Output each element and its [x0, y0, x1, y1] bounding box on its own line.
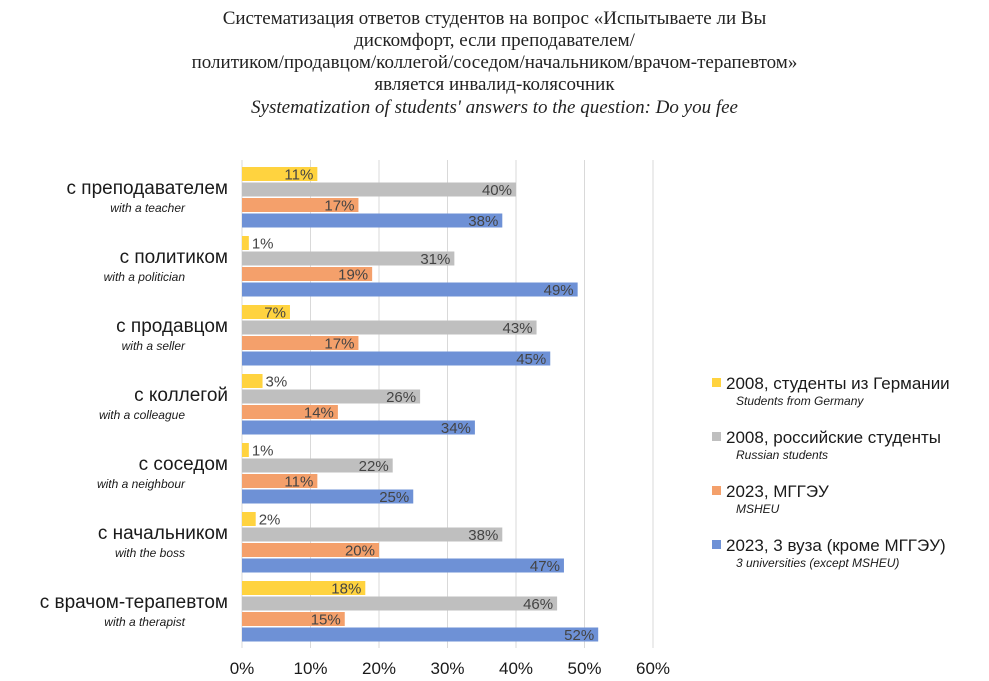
bar [242, 627, 599, 642]
bar-value-label: 2% [259, 512, 281, 529]
legend-label: 2008, студенты из Германии [726, 374, 950, 393]
bar-value-label: 1% [252, 443, 274, 460]
bar [242, 474, 318, 488]
bar [242, 581, 366, 595]
bar [242, 374, 263, 388]
x-tick-label: 60% [636, 659, 670, 678]
legend-label: 2023, 3 вуза (кроме МГГЭУ) [726, 536, 946, 555]
bar [242, 443, 249, 457]
bar-value-label: 49% [544, 282, 574, 299]
legend-swatch [712, 378, 721, 387]
bar [242, 267, 373, 281]
bar-value-label: 22% [359, 458, 389, 475]
legend-swatch [712, 432, 721, 441]
bar [242, 282, 578, 297]
bar-value-label: 25% [379, 489, 409, 506]
title-line-2: дискомфорт, если преподавателем/ [354, 30, 635, 51]
category-label-english: with a teacher [110, 201, 186, 215]
legend-label-english: 3 universities (except MSHEU) [736, 556, 899, 570]
x-tick-label: 30% [430, 659, 464, 678]
bar-value-label: 45% [516, 351, 546, 368]
category-label: с продавцом [116, 316, 228, 337]
bar [242, 389, 421, 404]
title-line-3: политиком/продавцом/коллегой/соседом/нач… [191, 52, 798, 73]
bar [242, 251, 455, 266]
bar [242, 527, 503, 542]
bar [242, 198, 359, 212]
bar [242, 489, 414, 504]
category-label: с врачом-терапевтом [40, 592, 228, 613]
category-label-english: with a politician [104, 270, 186, 284]
bar-value-label: 17% [324, 336, 354, 353]
bar-value-label: 38% [468, 527, 498, 544]
bar-value-label: 11% [284, 474, 313, 491]
bar-value-label: 46% [523, 596, 553, 613]
bar [242, 543, 379, 557]
category-label: с начальником [98, 523, 228, 544]
category-label: с соседом [139, 454, 228, 475]
bar-value-label: 1% [252, 236, 274, 253]
legend-label-english: Russian students [736, 448, 828, 462]
x-tick-label: 0% [230, 659, 255, 678]
bar [242, 458, 393, 473]
title-line-4: является инвалид-колясочник [374, 74, 615, 95]
bar [242, 320, 537, 335]
bar [242, 236, 249, 250]
title-english: Systematization of students' answers to … [251, 97, 738, 118]
bar-value-label: 38% [468, 213, 498, 230]
x-tick-label: 50% [567, 659, 601, 678]
chart-title: Систематизация ответов студентов на вопр… [0, 8, 989, 120]
bar [242, 512, 256, 526]
category-label-english: with a therapist [104, 615, 185, 629]
bar [242, 596, 558, 611]
legend-label: 2023, МГГЭУ [726, 482, 829, 501]
bar-value-label: 47% [530, 558, 560, 575]
bar [242, 420, 475, 435]
bar-value-label: 26% [386, 389, 416, 406]
bar-value-label: 20% [345, 543, 375, 560]
legend-swatch [712, 540, 721, 549]
bar-value-label: 34% [441, 420, 471, 437]
category-label-english: with a colleague [99, 408, 185, 422]
bar-value-label: 52% [564, 627, 594, 644]
bar [242, 405, 338, 419]
bar [242, 182, 516, 197]
category-label: с преподавателем [67, 178, 228, 199]
bar-value-label: 14% [304, 405, 334, 422]
legend-label-english: Students from Germany [736, 394, 864, 408]
category-label-english: with a neighbour [97, 477, 186, 491]
bar-value-label: 15% [311, 612, 341, 629]
bar-value-label: 19% [338, 267, 368, 284]
x-tick-label: 10% [293, 659, 327, 678]
legend-swatch [712, 486, 721, 495]
bar [242, 336, 359, 350]
title-line-1: Систематизация ответов студентов на вопр… [222, 8, 767, 29]
bar-value-label: 7% [264, 305, 286, 322]
bar [242, 305, 290, 319]
bar-value-label: 18% [331, 581, 361, 598]
bar [242, 167, 318, 181]
legend-label-english: MSHEU [736, 502, 780, 516]
x-tick-label: 20% [362, 659, 396, 678]
bar [242, 558, 564, 573]
category-label-english: with a seller [122, 339, 186, 353]
bar-value-label: 17% [324, 198, 354, 215]
category-label-english: with the boss [115, 546, 185, 560]
bar-value-label: 3% [266, 374, 288, 391]
x-tick-label: 40% [499, 659, 533, 678]
category-label: с коллегой [134, 385, 228, 406]
category-label: с политиком [120, 247, 228, 268]
bar-value-label: 31% [420, 251, 450, 268]
bar-value-label: 43% [503, 320, 533, 337]
legend-label: 2008, российские студенты [726, 428, 941, 447]
bar-value-label: 11% [284, 167, 313, 184]
bar [242, 213, 503, 228]
bar-value-label: 40% [482, 182, 512, 199]
bar [242, 351, 551, 366]
bar [242, 612, 345, 626]
